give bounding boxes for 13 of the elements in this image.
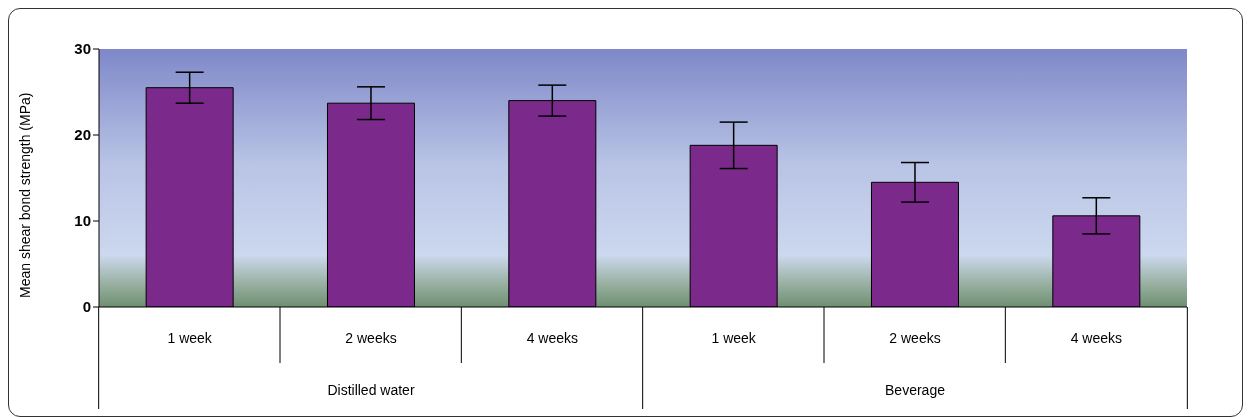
x-tick-label: 2 weeks bbox=[345, 330, 397, 346]
y-tick-label: 0 bbox=[82, 298, 91, 316]
x-tick-label: 1 week bbox=[167, 330, 213, 346]
x-tick-label: 4 weeks bbox=[526, 330, 579, 346]
text: Beverage bbox=[885, 382, 946, 398]
y-tick-label: 20 bbox=[74, 126, 91, 144]
x-tick-label: 2 weeks bbox=[889, 330, 941, 346]
y-axis-title: Mean shear bond strength (MPa) bbox=[16, 92, 33, 298]
y-tick-label: 30 bbox=[74, 40, 91, 58]
x-tick-label: 4 weeks bbox=[1070, 330, 1123, 346]
text: Distilled water bbox=[327, 382, 415, 398]
y-tick-label: 10 bbox=[74, 212, 91, 230]
x-tick-label: 1 week bbox=[711, 330, 757, 346]
